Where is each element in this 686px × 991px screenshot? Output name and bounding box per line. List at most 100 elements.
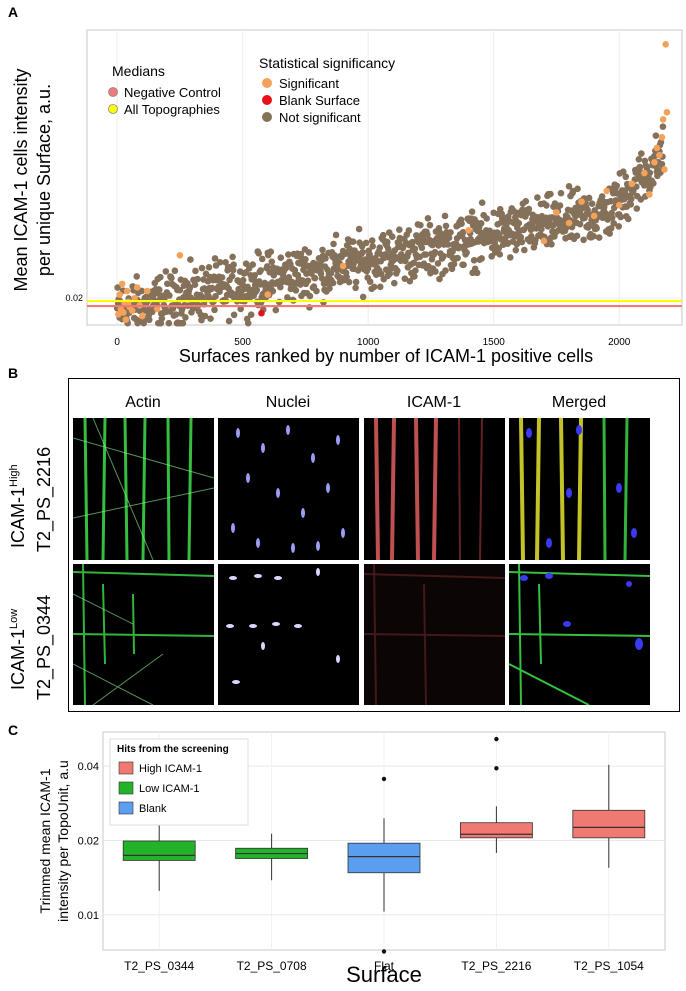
box-t2-ps-0344 (122, 840, 196, 861)
scatter-point-not-significant (434, 260, 442, 267)
scatter-y-label-line1: Mean ICAM-1 cells intensity (11, 68, 31, 291)
scatter-point-not-significant (383, 238, 391, 246)
boxplot-x-label: Surface (346, 962, 422, 987)
scatter-point-not-significant (133, 273, 141, 280)
scatter-point-not-significant (525, 205, 533, 213)
row-surface-high: T2_PS_2216 (34, 446, 54, 552)
scatter-point-significant (651, 159, 658, 166)
column-header-actin: Actin (125, 394, 161, 411)
scatter-point-not-significant (495, 244, 503, 252)
significant-key-icon (262, 78, 272, 88)
micrograph-low-nuclei (218, 564, 359, 705)
scatter-point-not-significant (556, 202, 564, 209)
scatter-point-not-significant (538, 225, 545, 233)
scatter-point-not-significant (306, 292, 314, 300)
scatter-point-not-significant (222, 259, 229, 266)
scatter-point-not-significant (230, 311, 238, 319)
scatter-point-not-significant (608, 214, 616, 221)
scatter-point-not-significant (504, 240, 512, 247)
scatter-point-not-significant (390, 279, 398, 287)
scatter-point-not-significant (598, 193, 606, 200)
scatter-point-not-significant (450, 260, 458, 268)
scatter-point-not-significant (239, 276, 247, 284)
box-outlier (381, 949, 387, 954)
scatter-point-significant (122, 316, 130, 323)
scatter-point-not-significant (588, 200, 596, 208)
scatter-point-not-significant (548, 240, 555, 248)
scatter-point-significant (653, 144, 661, 152)
scatter-point-not-significant (517, 233, 525, 241)
row-label-high-sup: High (8, 464, 20, 487)
scatter-point-not-significant (229, 266, 237, 274)
row-label-low-prefix: ICAM-1 (8, 628, 28, 690)
scatter-point-not-significant (627, 201, 635, 208)
scatter-point-significant (176, 251, 184, 259)
scatter-point-not-significant (140, 319, 148, 327)
scatter-point-not-significant (518, 238, 526, 246)
scatter-point-not-significant (405, 227, 413, 234)
scatter-point-significant (658, 133, 666, 141)
scatter-point-not-significant (228, 272, 236, 280)
scatter-point-not-significant (512, 246, 520, 254)
boxplot-legend: Hits from the screening High ICAM-1 Low … (109, 738, 249, 826)
scatter-point-not-significant (359, 248, 366, 256)
scatter-point-not-significant (359, 293, 367, 301)
scatter-point-not-significant (478, 255, 485, 262)
medians-legend-title: Medians (112, 63, 165, 79)
scatter-point-not-significant (166, 292, 173, 299)
scatter-point-not-significant (463, 249, 470, 256)
negative-control-key-icon (108, 87, 118, 97)
scatter-x-tick-label: 1000 (357, 337, 380, 348)
scatter-point-not-significant (268, 258, 276, 265)
scatter-point-not-significant (411, 273, 418, 280)
scatter-point-not-significant (212, 292, 219, 300)
boxplot-x-tick-label: T2_PS_2216 (461, 959, 531, 973)
scatter-x-tick-label: 2000 (608, 337, 631, 348)
scatter-x-label: Surfaces ranked by number of ICAM-1 posi… (179, 346, 593, 366)
scatter-point-significant (578, 198, 585, 205)
significance-legend-title: Statistical significancy (259, 55, 395, 71)
scatter-point-not-significant (332, 231, 340, 239)
scatter-point-significant (465, 226, 472, 234)
boxplot-y-tick-label: 0.01 (78, 910, 99, 922)
scatter-point-significant (120, 309, 127, 316)
scatter-point-significant (641, 169, 648, 177)
scatter-point-not-significant (442, 222, 450, 230)
all-topographies-label: All Topographies (124, 102, 220, 117)
micrograph-high-icam1 (364, 418, 505, 560)
column-header-merged: Merged (551, 394, 607, 411)
scatter-point-not-significant (454, 254, 461, 262)
scatter-point-not-significant (422, 251, 430, 258)
scatter-point-not-significant (182, 314, 189, 321)
scatter-point-not-significant (436, 275, 443, 283)
blank-key-icon (118, 801, 134, 815)
scatter-point-not-significant (440, 252, 447, 260)
scatter-point-not-significant (410, 259, 418, 267)
scatter-point-not-significant (455, 243, 463, 250)
scatter-point-not-significant (192, 267, 199, 275)
scatter-point-not-significant (218, 274, 226, 281)
scatter-point-not-significant (186, 284, 194, 292)
scatter-point-not-significant (352, 278, 360, 286)
scatter-point-not-significant (207, 315, 214, 322)
scatter-point-significant (540, 237, 548, 245)
scatter-point-not-significant (646, 169, 654, 177)
boxplot-x-tick-label: Flat (374, 959, 395, 973)
scatter-point-significant (123, 287, 131, 295)
scatter-point-not-significant (424, 214, 432, 222)
scatter-point-significant (659, 116, 667, 123)
scatter-point-not-significant (327, 269, 335, 277)
boxplot-x-tick-label: T2_PS_1054 (574, 959, 644, 973)
scatter-point-significant (662, 41, 669, 48)
scatter-point-not-significant (658, 160, 666, 168)
micrograph-low-merged (509, 564, 650, 705)
scatter-point-not-significant (319, 246, 326, 254)
scatter-point-not-significant (237, 305, 244, 313)
scatter-point-not-significant (364, 265, 372, 272)
row-label-low-sup: Low (8, 608, 20, 629)
box-outlier (494, 766, 499, 771)
scatter-point-significant (339, 262, 347, 270)
boxplot-x-tick-label: T2_PS_0708 (237, 959, 307, 973)
scatter-point-not-significant (318, 275, 326, 282)
scatter-point-not-significant (326, 285, 333, 292)
